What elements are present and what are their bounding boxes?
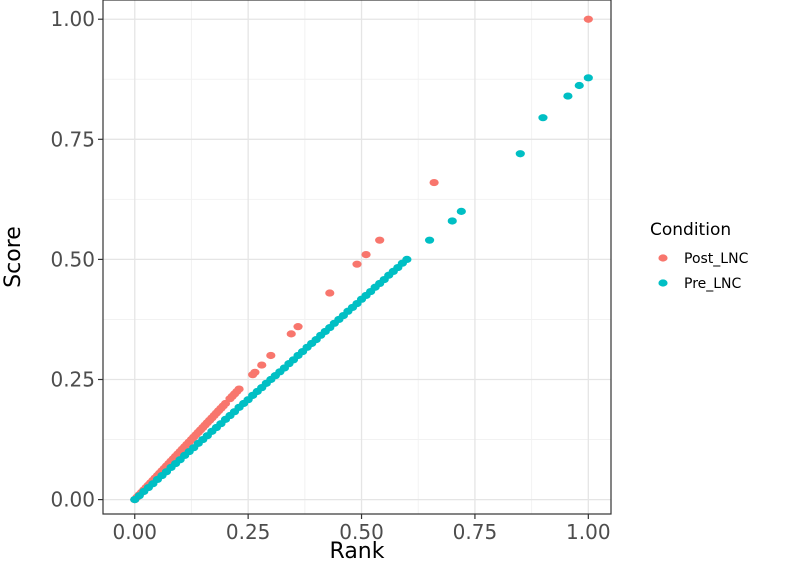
y-tick-label: 0.50: [50, 247, 95, 271]
legend: Condition Post_LNC Pre_LNC: [650, 220, 749, 292]
data-point: [424, 236, 435, 244]
data-point: [266, 351, 276, 360]
x-tick-label: 1.00: [566, 520, 611, 544]
data-point: [234, 385, 244, 393]
data-point: [325, 289, 335, 297]
data-point: [538, 114, 548, 122]
data-point: [293, 323, 303, 331]
data-point: [574, 81, 584, 90]
data-point: [361, 250, 371, 259]
data-point: [447, 217, 457, 225]
y-tick-label: 0.00: [50, 488, 95, 512]
data-point: [286, 330, 296, 338]
x-axis-title: Rank: [330, 539, 385, 564]
data-point: [375, 236, 385, 244]
y-tick-label: 0.25: [50, 367, 95, 391]
data-point: [429, 178, 439, 187]
axis-layer: 0.00 0.25 0.50 0.75 1.00 0.00 0.25 0.50 0.75 1.00: [50, 7, 610, 544]
x-tick-label: 0.50: [339, 520, 384, 544]
data-point: [257, 361, 267, 369]
data-point: [583, 74, 593, 82]
data-point: [583, 15, 593, 23]
data-point: [402, 255, 412, 264]
data-point: [563, 92, 573, 100]
data-point: [352, 260, 362, 268]
y-tick-label: 0.75: [50, 127, 95, 151]
x-tick-label: 0.00: [112, 520, 157, 544]
legend-key: [658, 254, 668, 262]
legend-items: Post_LNC Pre_LNC: [658, 251, 749, 292]
data-point: [250, 368, 260, 376]
y-tick-label: 1.00: [50, 7, 95, 31]
y-axis-title: Score: [1, 226, 26, 288]
panel-border: [102, 0, 612, 515]
legend-label: Pre_LNC: [684, 276, 742, 292]
legend-title: Condition: [650, 220, 731, 240]
x-tick-label: 0.75: [453, 520, 498, 544]
data-point: [456, 207, 466, 215]
data-point: [515, 150, 525, 158]
points-layer: [130, 15, 593, 504]
x-tick-label: 0.25: [226, 520, 271, 544]
grid-layer: [103, 0, 611, 514]
legend-key: [658, 279, 668, 287]
legend-label: Post_LNC: [684, 251, 749, 267]
